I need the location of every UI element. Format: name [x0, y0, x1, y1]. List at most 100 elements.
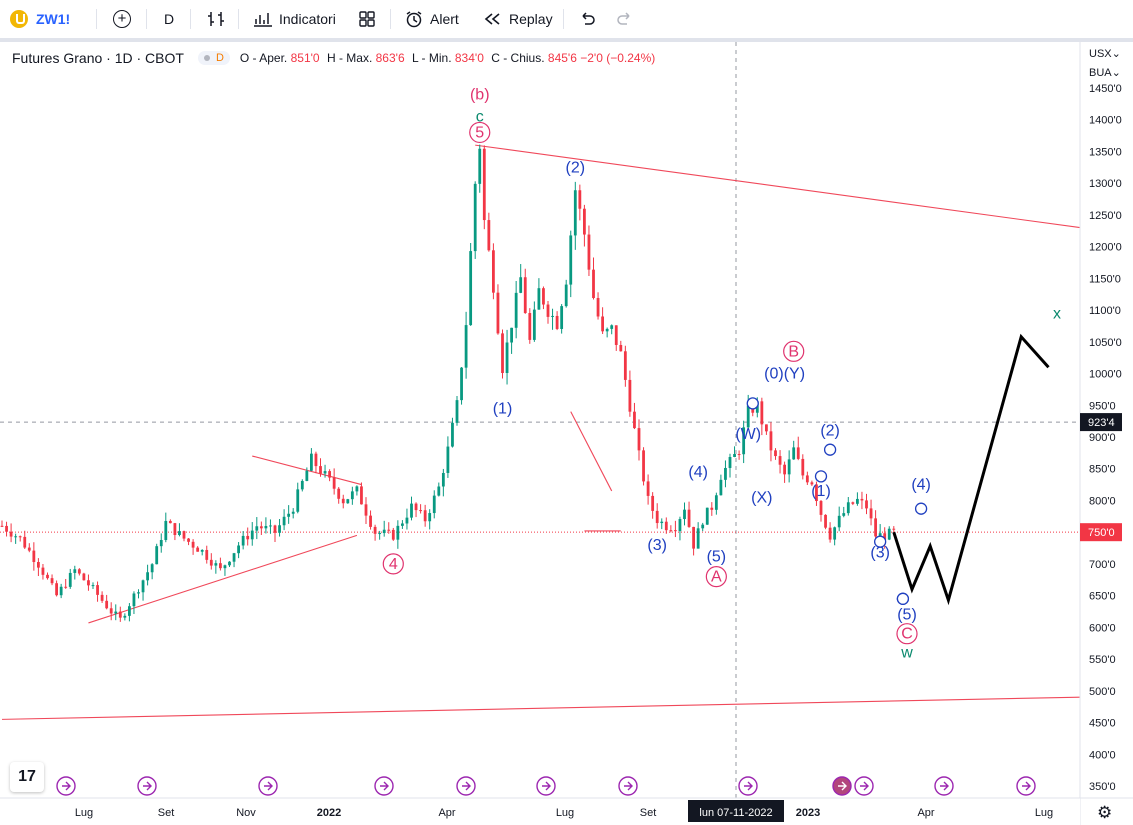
candle-body — [68, 572, 72, 587]
candle-body — [419, 510, 422, 512]
candle-body — [687, 509, 691, 527]
crosshair-price-label: 923'4 — [1088, 417, 1115, 429]
candle-body — [783, 464, 786, 475]
candle-body — [655, 510, 659, 524]
x-tick-label: Apr — [917, 807, 934, 819]
candle-body — [865, 500, 868, 509]
close-value: 845'6 — [547, 51, 577, 65]
arrow-icon — [940, 781, 949, 791]
candle-body — [851, 502, 855, 504]
undo-icon — [582, 12, 595, 25]
alert-button[interactable]: Alert — [404, 0, 459, 38]
candle-body — [528, 313, 532, 340]
chart-legend: Futures Grano · 1D · CBOT D O - Aper. 85… — [12, 50, 655, 66]
candle-body — [250, 530, 254, 540]
wave-label: 4 — [389, 556, 398, 573]
candle-body — [746, 405, 750, 428]
event-icon — [374, 776, 394, 796]
candle-body — [637, 428, 641, 451]
candle-body — [510, 327, 513, 343]
candle-body — [573, 190, 577, 236]
candle-body — [77, 569, 81, 574]
indicators-button[interactable]: Indicatori — [253, 0, 336, 38]
unit-selector[interactable]: BUA⌄ — [1089, 66, 1121, 79]
redo-button[interactable] — [616, 0, 634, 38]
wave-label: (5) — [707, 548, 727, 565]
arrow-icon — [62, 781, 71, 791]
data-status-badge[interactable]: D — [197, 51, 230, 65]
candle-body — [82, 573, 86, 581]
candle-body — [724, 467, 727, 480]
candle-body — [27, 547, 31, 551]
last-price-box — [1080, 523, 1122, 542]
candle-body — [319, 466, 322, 474]
currency-selector[interactable]: USX⌄ — [1089, 47, 1121, 60]
candle-body — [396, 525, 400, 540]
candle-body — [219, 563, 222, 569]
candle-body — [109, 608, 113, 614]
candle-body — [91, 585, 95, 587]
candle-body — [223, 565, 227, 569]
candle-body — [592, 269, 595, 299]
candle-body — [778, 456, 782, 465]
tradingview-logo-icon[interactable]: 17 — [10, 762, 44, 792]
bars-chart-icon — [208, 12, 224, 26]
y-tick-label: 400'0 — [1089, 749, 1116, 761]
wave-label: (1) — [811, 483, 831, 500]
candle-body — [628, 379, 632, 412]
alarm-clock-icon — [406, 11, 422, 28]
gear-icon[interactable]: ⚙ — [1097, 803, 1113, 822]
candle-body — [0, 525, 4, 527]
replay-button[interactable]: Replay — [483, 0, 553, 38]
redo-icon — [617, 12, 630, 25]
candle-body — [137, 592, 140, 594]
candle-body — [196, 547, 200, 552]
candle-body — [601, 316, 604, 332]
symbol-label: ZW1! — [36, 11, 71, 27]
symbol-search[interactable]: ZW1! — [10, 0, 70, 38]
wave-point-marker — [823, 443, 837, 456]
candle-body — [378, 533, 382, 535]
open-label: O - Aper. — [239, 51, 288, 65]
currency-label: USX — [1089, 48, 1112, 60]
event-icon — [456, 776, 476, 796]
candle-body — [141, 580, 145, 593]
compare-button[interactable]: + — [113, 0, 131, 38]
event-icon — [934, 776, 954, 796]
chevron-down-icon: ⌄ — [1111, 67, 1121, 79]
y-tick-label: 800'0 — [1089, 495, 1116, 507]
candle-body — [569, 235, 573, 285]
layout-button[interactable] — [358, 0, 376, 38]
wave-label-circle — [705, 565, 727, 588]
candle-body — [300, 480, 304, 490]
candle-body — [683, 509, 686, 520]
interval-label: D — [164, 11, 175, 27]
candle-body — [455, 400, 459, 423]
interval-button[interactable]: D — [164, 0, 174, 38]
candle-body — [168, 520, 172, 524]
wave-label: (4) — [688, 464, 708, 481]
candle-body — [787, 459, 791, 475]
candle-body — [560, 306, 564, 329]
chart-type-button[interactable] — [207, 0, 227, 38]
candle-body — [610, 325, 614, 329]
candle-body — [837, 515, 841, 528]
candle-body — [719, 479, 723, 496]
candle-body — [860, 498, 864, 501]
candle-body — [341, 498, 345, 504]
y-tick-label: 600'0 — [1089, 622, 1116, 634]
trendline — [88, 534, 358, 624]
trendline — [570, 411, 613, 492]
arrow-icon — [838, 781, 847, 791]
candle-body — [487, 220, 491, 251]
candle-body — [451, 422, 454, 447]
arrow-icon — [624, 781, 633, 791]
trendline — [1, 696, 1081, 720]
candle-body — [5, 525, 8, 532]
crosshair-date-label: lun 07-11-2022 — [699, 807, 772, 819]
arrow-icon — [744, 781, 753, 791]
undo-button[interactable] — [578, 0, 596, 38]
candle-body — [437, 486, 441, 496]
trendline — [475, 144, 1081, 229]
